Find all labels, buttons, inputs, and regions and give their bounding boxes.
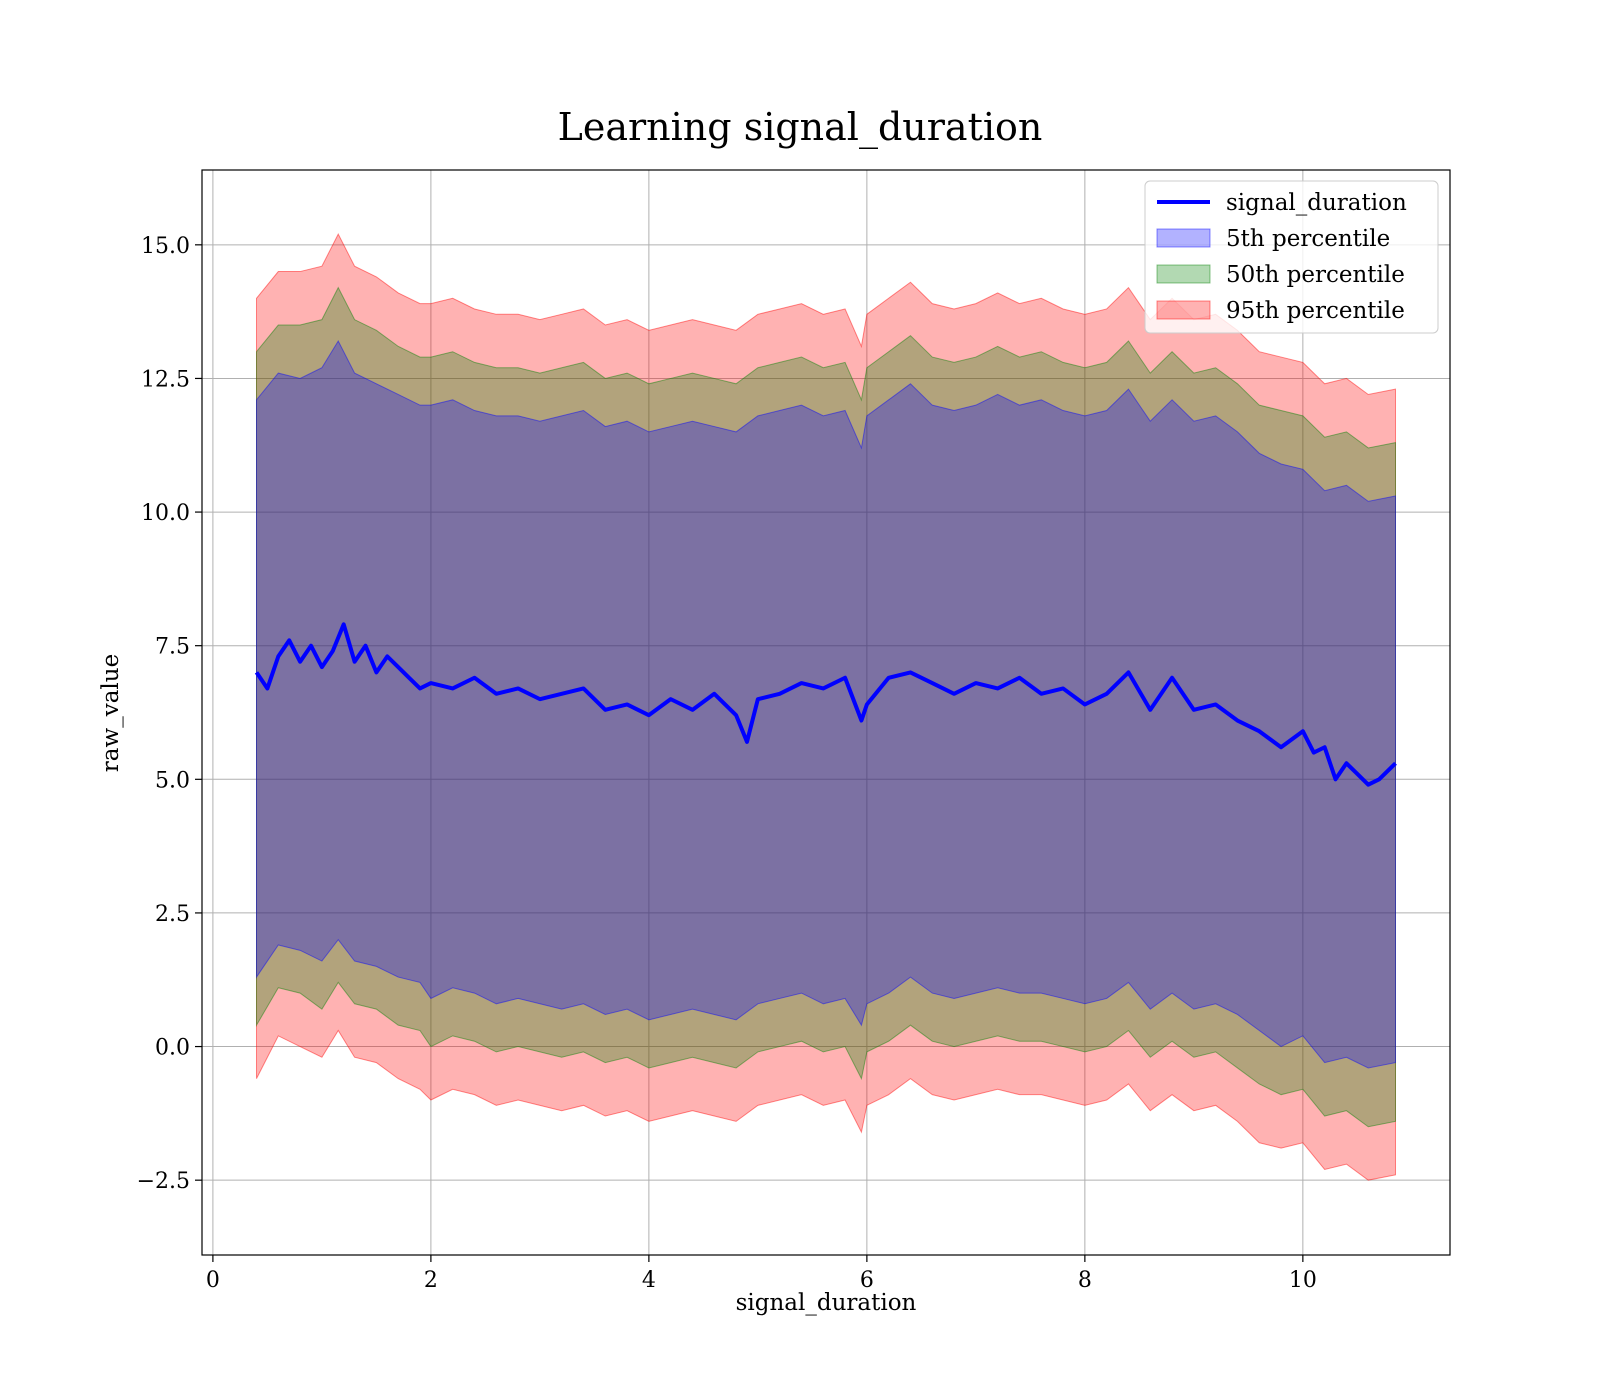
y-axis-ticks: −2.5 0.0 2.5 5.0 7.5 10.0 12.5 15.0 — [137, 234, 202, 1194]
legend-swatch-band — [1156, 264, 1211, 284]
x-tick-label: 4 — [642, 1268, 656, 1293]
y-tick-label: 15.0 — [141, 234, 190, 259]
band-95th-percentile — [256, 233, 1396, 1181]
y-tick-label: 2.5 — [155, 902, 190, 927]
x-tick-label: 10 — [1289, 1268, 1317, 1293]
band-5th-percentile — [256, 340, 1396, 1069]
x-tick-label: 8 — [1078, 1268, 1092, 1293]
x-tick-label: 6 — [860, 1268, 874, 1293]
signal-duration-line — [254, 622, 1397, 787]
x-tick-label: 2 — [424, 1268, 438, 1293]
y-axis-label: raw_value — [98, 654, 124, 772]
y-tick-label: 7.5 — [155, 635, 190, 660]
chart-title: Learning signal_duration — [558, 105, 1043, 150]
y-tick-label: 0.0 — [155, 1036, 190, 1061]
legend-label: 50th percentile — [1226, 262, 1405, 288]
legend-box — [1144, 180, 1439, 334]
percentile-bands — [256, 233, 1396, 1181]
y-tick-label: 10.0 — [141, 501, 190, 526]
band-50th-percentile — [256, 286, 1396, 1128]
legend-label: 5th percentile — [1226, 226, 1390, 252]
plot-frame — [201, 169, 1451, 1256]
x-axis-label: signal_duration — [736, 1290, 917, 1316]
legend-swatch-band — [1156, 300, 1211, 320]
chart-legend: signal_duration 5th percentile 50th percen… — [1144, 180, 1439, 334]
legend-swatch-band — [1156, 228, 1211, 248]
x-axis-ticks: 0 2 4 6 8 10 — [206, 1255, 1317, 1293]
line-series — [254, 622, 1397, 787]
legend-label: 95th percentile — [1226, 298, 1405, 324]
y-tick-label: −2.5 — [137, 1169, 190, 1194]
x-tick-label: 0 — [206, 1268, 220, 1293]
y-tick-label: 5.0 — [155, 768, 190, 793]
legend-label: signal_duration — [1226, 190, 1407, 216]
y-tick-label: 12.5 — [141, 367, 190, 392]
